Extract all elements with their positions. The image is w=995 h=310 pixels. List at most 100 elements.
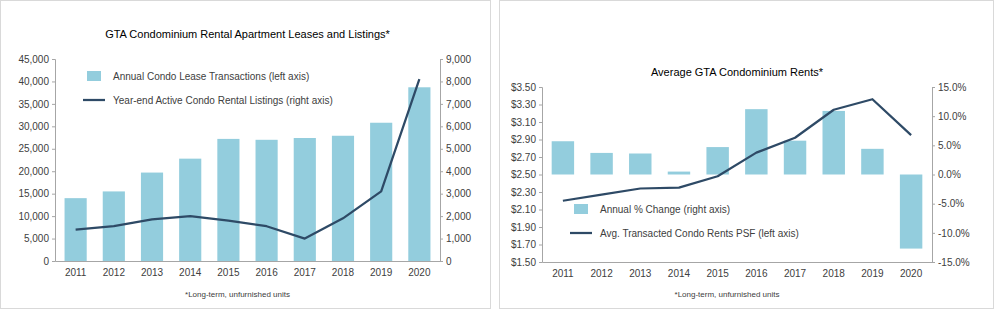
tick: 3,000 [440,188,471,199]
legend-item: Avg. Transacted Condo Rents PSF (left ax… [570,228,799,239]
tick: 2014 [179,261,202,278]
tick-mark [440,194,443,195]
tick: 2014 [668,262,691,279]
bar [141,173,163,261]
bar [256,140,278,261]
tick-label: 2020 [408,267,431,278]
tick: 5,000 [24,233,55,244]
tick: 10.0% [932,111,966,122]
legend-swatch [83,99,105,101]
tick: 4,000 [440,166,471,177]
tick-mark [440,261,443,262]
tick: $2.70 [511,152,542,163]
axis-line [52,60,56,262]
tick-mark [52,194,55,195]
y2-axis: 01,0002,0003,0004,0005,0006,0007,0008,00… [440,54,471,267]
tick-mark [539,192,542,193]
tick-label: $1.70 [511,239,536,250]
tick-mark [52,261,55,262]
tick: 15,000 [18,188,55,199]
tick: 1,000 [440,233,471,244]
tick: 2011 [65,261,87,278]
tick-label: 30,000 [18,121,49,132]
tick-mark [52,104,55,105]
tick: $3.50 [511,82,542,93]
axis-line [543,262,933,263]
tick-mark [539,140,542,141]
chart-canvas: 2011201220132014201520162017201820192020… [0,0,995,310]
tick: 2012 [103,261,126,278]
tick-label: 0 [43,256,49,267]
tick-label: 15,000 [18,188,49,199]
tick: -5.0% [932,198,964,209]
tick-label: $3.10 [511,117,536,128]
tick-label: 2019 [861,268,884,279]
tick-mark [932,87,935,88]
bar [668,172,690,175]
tick: $2.30 [511,187,542,198]
bar [861,149,883,175]
tick-label: 7,000 [446,99,471,110]
tick-label: $2.90 [511,134,536,145]
tick: 2018 [823,262,846,279]
tick-label: 2017 [294,267,317,278]
chart-panel: 2011201220132014201520162017201820192020… [1,1,491,309]
bar [823,111,845,175]
tick-label: $2.70 [511,152,536,163]
tick-mark [440,126,443,127]
tick-label: 2020 [900,268,923,279]
tick-label: 25,000 [18,143,49,154]
bar-series [65,87,431,261]
tick-label: 10.0% [938,111,966,122]
tick: 2015 [707,262,730,279]
tick-label: 2017 [784,268,807,279]
bar [408,87,430,261]
bar [629,154,651,175]
tick-label: $2.10 [511,204,536,215]
tick-label: $3.50 [511,82,536,93]
y-axis: $1.50$1.70$1.90$2.10$2.30$2.50$2.70$2.90… [511,82,543,268]
tick: 5,000 [440,143,471,154]
tick-mark [440,171,443,172]
tick-mark [932,204,935,205]
tick-mark [52,216,55,217]
tick-label: 2012 [590,268,613,279]
bar [217,139,239,261]
tick: $3.10 [511,117,542,128]
tick-mark [52,59,55,60]
tick-label: 2018 [332,267,355,278]
legend-label: Annual % Change (right axis) [600,204,730,215]
tick-mark [932,262,935,263]
tick-mark [52,149,55,150]
tick-mark [52,126,55,127]
bar [784,141,806,175]
tick-label: 20,000 [18,166,49,177]
tick-mark [539,262,542,263]
tick-mark [440,59,443,60]
tick: 2017 [784,262,807,279]
tick-label: 2014 [668,268,691,279]
tick-mark [52,239,55,240]
chart-title: GTA Condominium Rental Apartment Leases … [105,28,390,40]
tick-mark [539,210,542,211]
legend-label: Avg. Transacted Condo Rents PSF (left ax… [600,228,799,239]
axis-line [933,88,936,263]
tick: 0 [440,256,452,267]
tick-label: -15.0% [938,257,970,268]
tick-label: -10.0% [938,228,970,239]
legend: Annual Condo Lease Transactions (left ax… [83,71,333,106]
tick: 2019 [861,262,884,279]
x-axis: 2011201220132014201520162017201820192020 [543,262,933,279]
legend-item: Annual Condo Lease Transactions (left ax… [87,71,309,82]
tick: 2017 [294,261,317,278]
tick: 35,000 [18,99,55,110]
legend-label: Annual Condo Lease Transactions (left ax… [113,71,309,82]
line [563,99,911,201]
tick-label: 2016 [745,268,768,279]
tick-label: 5,000 [24,233,49,244]
tick: 2012 [590,262,613,279]
x-axis: 2011201220132014201520162017201820192020 [56,261,441,278]
tick-label: 0.0% [938,169,961,180]
tick-mark [539,157,542,158]
chart-title: Average GTA Condominium Rents* [651,66,824,78]
